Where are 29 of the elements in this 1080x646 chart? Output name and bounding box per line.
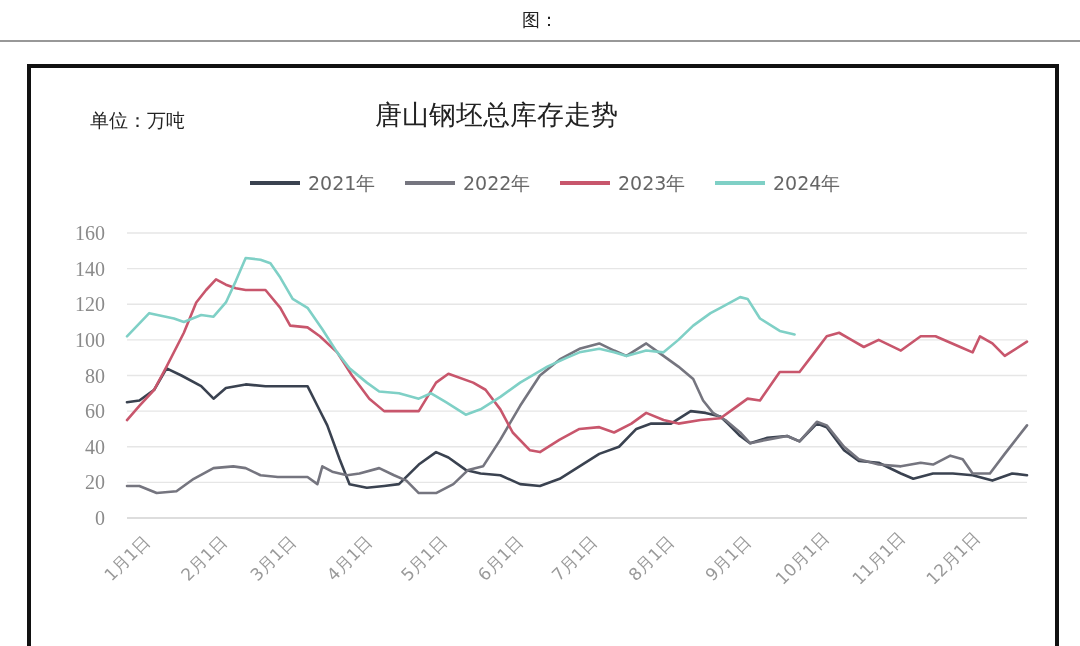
y-tick-label: 140 [75,257,105,280]
legend-label: 2022年 [463,171,531,194]
x-tick-label: 6月1日 [473,531,528,585]
y-tick-label: 120 [75,293,105,316]
y-tick-label: 40 [85,435,105,458]
x-tick-label: 7月1日 [547,531,602,585]
line-series [125,256,796,416]
x-tick-label: 3月1日 [246,531,300,585]
y-tick-label: 100 [75,328,105,351]
y-tick-label: 60 [85,400,105,423]
x-tick-label: 8月1日 [624,531,678,585]
x-tick-label: 2月1日 [176,531,231,585]
y-axis-title: 单位：万吨 [90,109,185,131]
x-tick-label: 5月1日 [396,531,451,585]
chart-title: 唐山钢坯总库存走势 [375,99,618,130]
x-tick-label: 4月1日 [322,531,377,585]
x-tick-label: 9月1日 [701,531,755,585]
legend-label: 2021年 [308,171,376,194]
x-tick-label: 1月1日 [100,531,154,585]
legend-label: 2023年 [618,171,686,194]
x-tick-label: 11月1日 [848,527,910,589]
legend-label: 2024年 [773,171,841,194]
text: 图： [522,9,558,30]
y-tick-label: 80 [85,364,105,387]
y-tick-label: 0 [95,507,105,529]
x-tick-label: 12月1日 [922,527,984,589]
x-tick-label: 10月1日 [771,527,833,589]
y-tick-label: 20 [85,471,105,494]
y-tick-label: 160 [75,222,105,244]
